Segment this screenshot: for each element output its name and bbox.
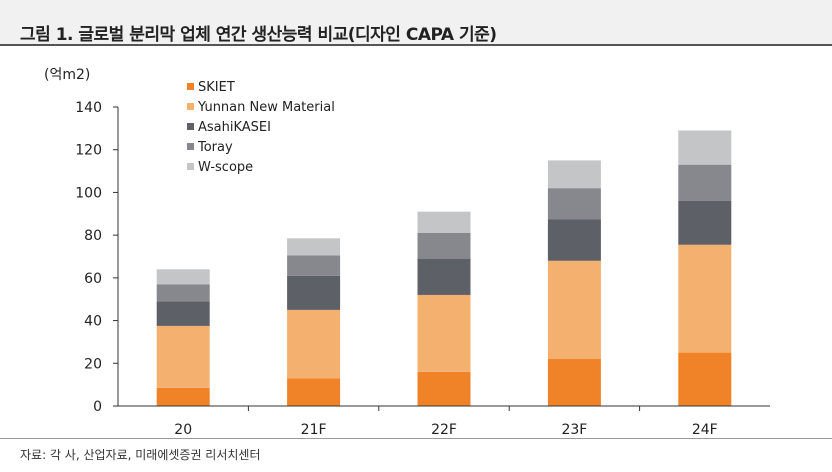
legend-label: W-scope <box>198 160 253 175</box>
y-axis: 0 20 40 60 80 100 120 140 <box>75 100 119 415</box>
legend-label: Yunnan New Material <box>197 100 335 115</box>
legend-label: Toray <box>197 140 233 155</box>
bar-segment-toray <box>547 188 601 220</box>
legend-swatch <box>187 163 194 170</box>
x-tick-label: 20 <box>174 422 192 438</box>
y-tick-label: 20 <box>84 356 102 372</box>
bar-segment-yunnan-new-material <box>156 325 210 388</box>
x-axis: 20 21F 22F 23F 24F <box>118 405 770 438</box>
bar-segment-yunnan-new-material <box>678 244 732 353</box>
bar-segment-toray <box>417 233 471 259</box>
legend: SKIET Yunnan New Material AsahiKASEI Toray W… <box>187 80 335 175</box>
y-tick-label: 80 <box>84 228 102 244</box>
bar-segment-asahikasei <box>678 200 732 245</box>
title-bar: 그림 1. 글로벌 분리막 업체 연간 생산능력 비교(디자인 CAPA 기준) <box>0 0 832 46</box>
source-note: 자료: 각 사, 산업자료, 미래에셋증권 리서치센터 <box>20 448 261 462</box>
legend-swatch <box>187 83 194 90</box>
legend-label: AsahiKASEI <box>198 120 271 135</box>
x-tick-label: 24F <box>692 422 718 438</box>
y-axis-unit: (억m2) <box>44 67 90 83</box>
bar-segment-toray <box>287 255 341 276</box>
x-tick-label: 21F <box>301 422 327 438</box>
y-tick-label: 0 <box>93 399 102 415</box>
y-tick-label: 60 <box>84 271 102 287</box>
chart-title: 그림 1. 글로벌 분리막 업체 연간 생산능력 비교(디자인 CAPA 기준) <box>20 25 497 45</box>
x-tick-label: 23F <box>561 422 587 438</box>
x-tick-label: 22F <box>431 422 457 438</box>
y-tick-label: 140 <box>75 100 102 116</box>
bar-segment-toray <box>156 284 210 302</box>
legend-swatch <box>187 143 194 150</box>
y-tick-label: 120 <box>75 143 102 159</box>
bar-segment-skiet <box>287 378 341 406</box>
bar-segment-toray <box>678 164 732 201</box>
bar-segment-w-scope <box>156 269 210 285</box>
bars <box>156 130 732 406</box>
bar-segment-w-scope <box>417 211 471 234</box>
legend-swatch <box>187 123 194 130</box>
bar-segment-skiet <box>156 387 210 406</box>
bar-segment-asahikasei <box>417 258 471 295</box>
bar-segment-asahikasei <box>287 275 341 310</box>
legend-label: SKIET <box>198 80 235 95</box>
bar-segment-yunnan-new-material <box>287 309 341 379</box>
bar-segment-skiet <box>678 352 732 406</box>
bottom-rule <box>0 438 832 439</box>
bar-segment-w-scope <box>287 238 341 256</box>
bar-segment-asahikasei <box>547 219 601 261</box>
bar-segment-skiet <box>417 371 471 406</box>
bar-segment-yunnan-new-material <box>547 260 601 360</box>
y-tick-label: 40 <box>84 314 102 330</box>
y-tick-label: 100 <box>75 185 102 201</box>
bar-segment-skiet <box>547 359 601 406</box>
bar-segment-yunnan-new-material <box>417 294 471 372</box>
bar-segment-w-scope <box>678 130 732 165</box>
bar-segment-w-scope <box>547 160 601 189</box>
bar-segment-asahikasei <box>156 301 210 326</box>
legend-swatch <box>187 103 194 110</box>
